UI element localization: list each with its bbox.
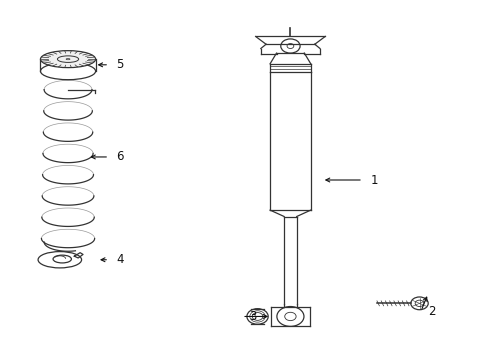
Text: 2: 2 <box>427 305 435 318</box>
Text: 3: 3 <box>249 310 256 323</box>
Text: 4: 4 <box>116 253 123 266</box>
Text: 1: 1 <box>369 174 377 186</box>
Ellipse shape <box>41 51 95 68</box>
Text: 6: 6 <box>116 150 123 163</box>
Text: 5: 5 <box>116 58 123 71</box>
